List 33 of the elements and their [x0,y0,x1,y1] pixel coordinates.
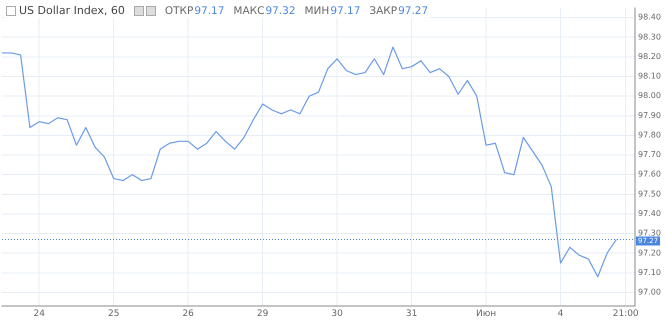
y-tick-label: 97.30 [638,228,661,238]
y-tick-label: 97.10 [638,268,661,277]
x-tick-label: 31 [406,308,418,319]
x-tick-label: 30 [331,308,344,319]
annotation: ЗАКР [369,4,398,16]
chart-title: US Dollar Index, 60 [19,4,125,17]
y-tick-label: 97.50 [638,189,661,198]
annotation: МАКС [233,4,264,16]
y-tick-label: 98.40 [638,12,661,22]
x-tick-label: Июн [476,308,496,319]
x-tick-label: 25 [108,308,120,319]
y-tick-label: 97.90 [638,110,661,120]
y-tick-label: 98.10 [638,72,661,81]
annotation: 97.17 [194,4,224,16]
annotation: ОТКР [164,4,194,16]
y-tick-label: 97.20 [638,248,661,258]
x-tick-label: 21:00 [612,308,639,319]
y-tick-label: 97.00 [638,288,661,297]
y-tick-label: 97.40 [638,209,661,218]
annotation: 97.17 [330,4,360,16]
y-tick-label: 97.80 [638,130,661,140]
y-tick-label: 97.70 [638,150,661,160]
y-tick-label: 98.20 [638,52,661,61]
x-tick-label: 4 [558,308,564,319]
y-tick-label: 98.00 [638,91,661,100]
x-tick-label: 29 [256,308,269,319]
y-tick-label: 97.60 [638,170,661,179]
x-tick-label: 26 [182,308,194,319]
annotation: 97.32 [265,4,296,16]
y-tick-label: 98.30 [638,32,661,42]
x-tick-label: 24 [34,308,46,319]
annotation: 97.27 [398,4,428,16]
annotation: МИН [304,4,330,16]
